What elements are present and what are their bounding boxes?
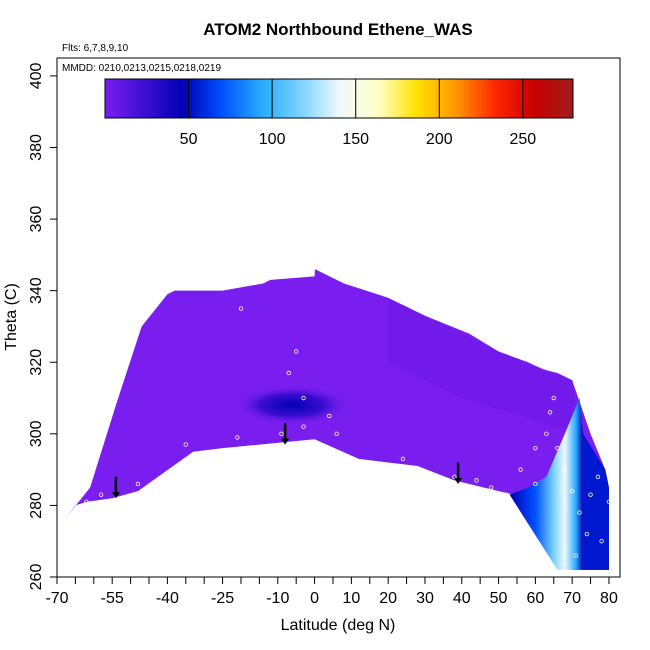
y-tick-label: 360 bbox=[28, 206, 45, 233]
colorbar-tick-label: 150 bbox=[342, 131, 369, 148]
sample-marker bbox=[588, 492, 593, 497]
sample-marker bbox=[518, 467, 523, 472]
sample-marker bbox=[584, 531, 590, 537]
sample-marker bbox=[474, 478, 479, 483]
sample-marker bbox=[327, 413, 332, 419]
data-field bbox=[64, 269, 612, 570]
y-tick-label: 380 bbox=[28, 134, 45, 161]
sample-marker bbox=[301, 424, 306, 429]
colorbar: 50 100 150 200 250 bbox=[104, 78, 574, 148]
y-tick-label: 280 bbox=[28, 492, 45, 519]
field-background bbox=[64, 269, 609, 570]
sample-marker bbox=[238, 306, 244, 311]
x-tick-label: 20 bbox=[379, 590, 397, 607]
sample-marker bbox=[577, 510, 582, 515]
sample-marker bbox=[595, 474, 601, 479]
sample-marker bbox=[599, 539, 604, 544]
field-band bbox=[388, 297, 580, 434]
sample-marker bbox=[547, 410, 553, 415]
high-region-arctic-edge bbox=[583, 433, 609, 570]
x-tick-label: 10 bbox=[342, 590, 360, 607]
sample-marker bbox=[489, 485, 494, 490]
high-region-arctic bbox=[509, 398, 584, 570]
x-tick-label: 40 bbox=[453, 590, 471, 607]
x-tick-label: 70 bbox=[563, 590, 581, 607]
x-tick-label: -10 bbox=[266, 590, 289, 607]
sample-marker bbox=[452, 474, 457, 479]
y-tick-label: 400 bbox=[28, 62, 45, 89]
sample-marker bbox=[135, 481, 141, 487]
x-tick-label: -25 bbox=[211, 590, 234, 607]
colorbar-tick-label: 250 bbox=[510, 131, 537, 148]
colorbar-tick-label: 50 bbox=[180, 131, 198, 148]
x-tick-label: 0 bbox=[310, 590, 319, 607]
sample-marker bbox=[98, 492, 104, 497]
sample-marker bbox=[555, 445, 560, 451]
y-tick-label: 320 bbox=[28, 349, 45, 376]
y-axis-title: Theta (C) bbox=[3, 283, 20, 351]
arrow-marker-head bbox=[281, 438, 290, 445]
y-tick-label: 260 bbox=[28, 564, 45, 591]
sample-marker bbox=[279, 431, 284, 437]
x-tick-label: 60 bbox=[526, 590, 544, 607]
sample-marker bbox=[334, 431, 339, 437]
x-tick-label: 80 bbox=[600, 590, 618, 607]
sample-marker bbox=[293, 349, 299, 354]
y-tick-label: 340 bbox=[28, 277, 45, 304]
colorbar-gradient bbox=[104, 78, 574, 119]
x-tick-label: -40 bbox=[156, 590, 179, 607]
sample-marker bbox=[573, 553, 579, 558]
x-tick-label: -55 bbox=[101, 590, 124, 607]
sample-marker bbox=[183, 442, 188, 447]
y-tick-label: 300 bbox=[28, 420, 45, 447]
sample-marker bbox=[503, 492, 509, 497]
sample-marker bbox=[606, 499, 612, 505]
sample-marker bbox=[562, 467, 568, 472]
sample-marker bbox=[154, 288, 159, 293]
x-axis-title: Latitude (deg N) bbox=[281, 617, 396, 634]
colorbar-tick-label: 100 bbox=[259, 131, 286, 148]
arrow-marker-head bbox=[454, 477, 463, 484]
sample-marker bbox=[301, 395, 306, 401]
sample-marker bbox=[84, 499, 89, 505]
dates-note: MMDD: 0210,0213,0215,0218,0219 bbox=[62, 63, 221, 74]
x-tick-label: 50 bbox=[490, 590, 508, 607]
sample-marker bbox=[286, 370, 292, 376]
plot-frame bbox=[56, 57, 621, 578]
sample-marker bbox=[533, 481, 538, 487]
x-tick-label: -70 bbox=[45, 590, 68, 607]
chart-title: ATOM2 Northbound Ethene_WAS bbox=[203, 20, 472, 39]
sample-marker bbox=[569, 488, 575, 494]
x-axis: -70 -55 -40 -25 -10 0 10 20 30 40 50 60 70 80 bbox=[45, 577, 618, 607]
sample-marker bbox=[551, 395, 556, 401]
sample-marker bbox=[533, 445, 538, 451]
sample-marker bbox=[544, 431, 549, 437]
sample-marker bbox=[400, 456, 406, 462]
flights-note: Flts: 6,7,8,9,10 bbox=[62, 43, 129, 54]
x-tick-label: 30 bbox=[416, 590, 434, 607]
arrow-marker-head bbox=[111, 492, 120, 499]
sample-marker bbox=[235, 435, 240, 440]
y-axis: 260 280 300 320 340 360 380 400 bbox=[28, 62, 57, 590]
high-region-tropical bbox=[234, 385, 351, 426]
colorbar-tick-label: 200 bbox=[426, 131, 453, 148]
